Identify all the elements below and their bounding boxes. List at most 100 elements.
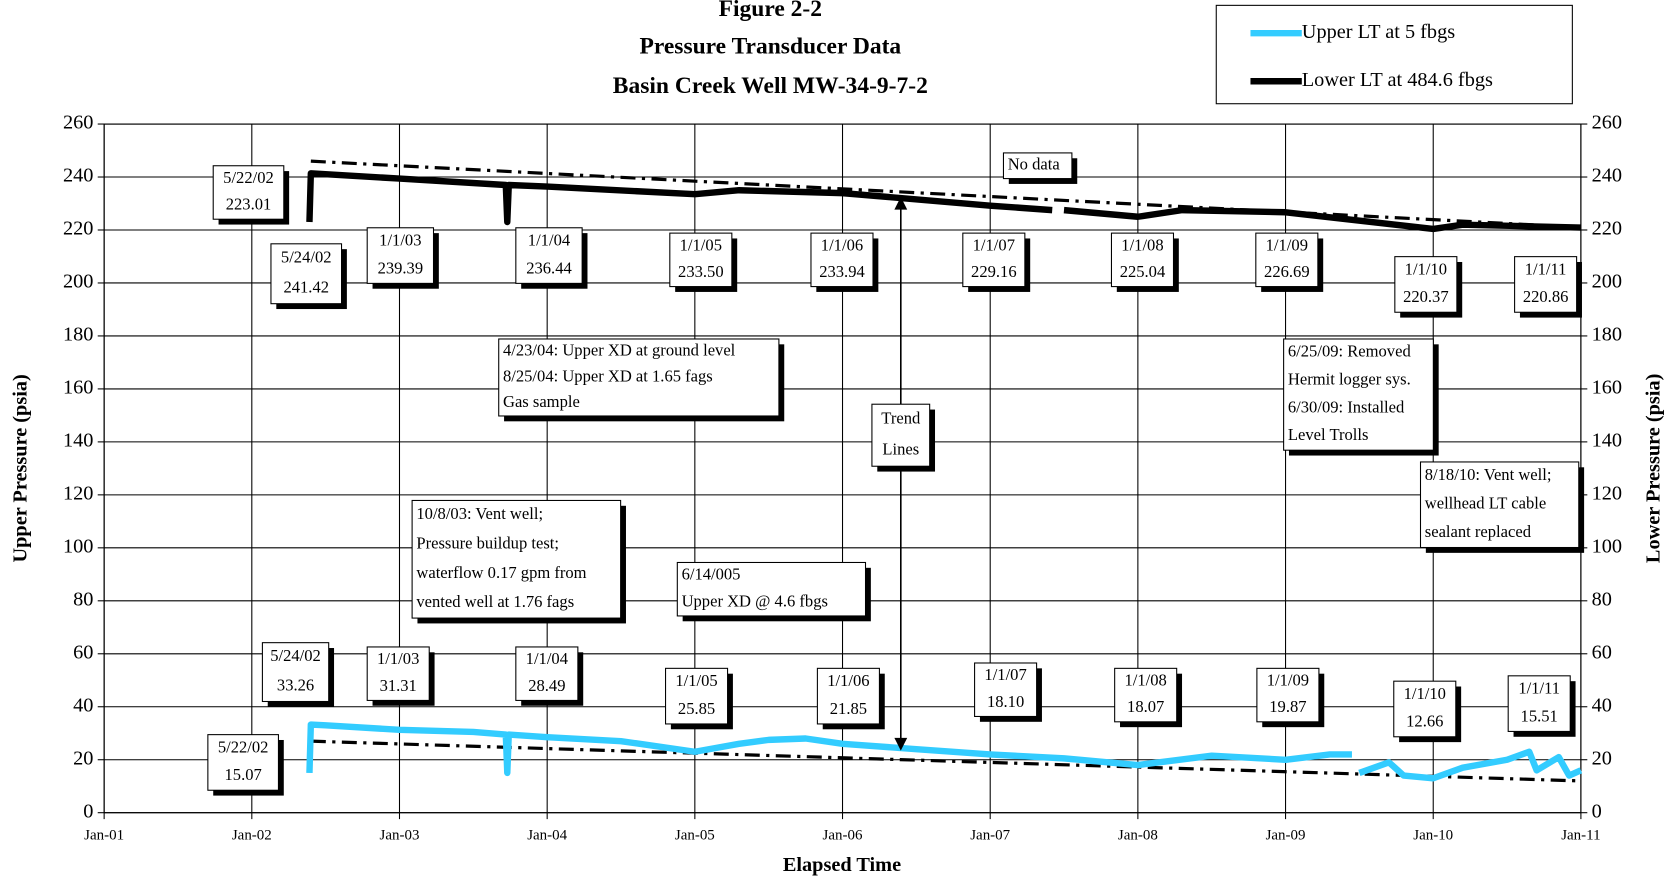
- annotation-box: [1255, 232, 1319, 288]
- y2-tick-label: 0: [1592, 800, 1602, 822]
- arrowhead: [894, 196, 908, 210]
- annotation-text: sealant replaced: [1425, 522, 1532, 541]
- annotation-text: 226.69: [1264, 262, 1310, 281]
- trend-line: [310, 739, 1581, 783]
- trend-line: [310, 159, 1581, 229]
- x-tick-label: Jan-08: [1118, 828, 1158, 844]
- annotation-box: [676, 561, 867, 617]
- annotation-text: 233.50: [678, 262, 724, 281]
- annotation-text: 10/8/03: Vent well;: [416, 504, 543, 523]
- annotation-text: 15.07: [225, 765, 262, 784]
- annotation-text: 12.66: [1406, 712, 1443, 731]
- annotation-text: 18.10: [987, 692, 1024, 711]
- annotation-box: [871, 403, 931, 467]
- annotation-text: 1/1/11: [1518, 679, 1560, 698]
- y-tick-label: 160: [63, 377, 93, 399]
- annotation-box: [207, 734, 279, 791]
- annotation-text: 5/22/02: [218, 737, 269, 756]
- annotation-text: vented well at 1.76 fags: [416, 592, 574, 611]
- y-tick-label: 60: [73, 641, 93, 663]
- annotation-text: 1/1/07: [984, 665, 1026, 684]
- annotation-box: [1393, 680, 1457, 738]
- annotation-text: 220.37: [1403, 287, 1449, 306]
- y-tick-label: 260: [63, 112, 93, 134]
- annotation-text: Lines: [882, 440, 919, 459]
- annotation-box: [974, 662, 1038, 717]
- y2-tick-label: 240: [1592, 165, 1622, 187]
- annotation-text: 1/1/04: [526, 649, 569, 668]
- y2-tick-label: 180: [1592, 324, 1622, 346]
- annotation-text: 241.42: [283, 278, 329, 297]
- y-tick-label: 100: [63, 535, 93, 557]
- annotation-text: 1/1/08: [1121, 235, 1163, 254]
- annotation-box: [1514, 256, 1578, 313]
- annotation-box: [1419, 461, 1580, 549]
- annotation-box: [962, 232, 1026, 288]
- y-tick-label: 40: [73, 694, 93, 716]
- annotation-text: 6/14/005: [682, 565, 741, 584]
- annotation-text: waterflow 0.17 gpm from: [416, 563, 586, 582]
- annotation-text: 239.39: [378, 258, 424, 277]
- annotation-text: Pressure buildup test;: [416, 533, 559, 552]
- x-tick-label: Jan-10: [1413, 828, 1453, 844]
- chart-title: Figure 2-2: [719, 0, 822, 22]
- annotation-text: 1/1/10: [1405, 259, 1447, 278]
- annotation-text: 1/1/04: [528, 230, 571, 249]
- annotation-box: [1256, 667, 1320, 723]
- annotation-box: [816, 667, 880, 725]
- annotation-text: wellhead LT cable: [1425, 494, 1546, 513]
- annotation-text: Trend: [881, 409, 921, 428]
- annotation-text: Upper XD @ 4.6 fbgs: [682, 591, 828, 610]
- annotation-box: [498, 338, 780, 417]
- annotation-text: 19.87: [1269, 697, 1306, 716]
- annotation-box: [1114, 667, 1178, 723]
- annotation-text: 1/1/03: [377, 649, 419, 668]
- annotation-text: 223.01: [226, 195, 272, 214]
- annotation-box: [1283, 338, 1434, 451]
- annotation-text: 6/30/09: Installed: [1288, 397, 1405, 416]
- annotation-text: No data: [1008, 155, 1061, 174]
- annotation-text: 15.51: [1521, 706, 1558, 725]
- x-tick-label: Jan-07: [970, 828, 1010, 844]
- y2-tick-label: 100: [1592, 535, 1622, 557]
- annotation-box: [261, 642, 330, 703]
- annotation-text: 1/1/09: [1267, 671, 1309, 690]
- x-tick-label: Jan-01: [84, 828, 124, 844]
- arrowhead: [894, 737, 908, 751]
- annotation-text: 5/22/02: [223, 168, 274, 187]
- annotation-box: [1002, 152, 1073, 180]
- x-tick-label: Jan-02: [232, 828, 272, 844]
- y2-tick-label: 200: [1592, 271, 1622, 293]
- x-tick-label: Jan-05: [675, 828, 715, 844]
- legend-box: [1215, 4, 1573, 105]
- annotation-box: [411, 499, 622, 619]
- y-tick-label: 220: [63, 218, 93, 240]
- annotation-text: 225.04: [1120, 262, 1166, 281]
- annotation-text: 31.31: [380, 676, 417, 695]
- y-tick-label: 200: [63, 271, 93, 293]
- annotation-box: [1507, 675, 1571, 732]
- y-axis-label: Upper Pressure (psia): [9, 374, 31, 562]
- annotation-text: 1/1/05: [675, 671, 717, 690]
- annotation-box: [270, 243, 343, 305]
- y-tick-label: 240: [63, 165, 93, 187]
- x-tick-label: Jan-11: [1561, 828, 1600, 844]
- annotation-text: 1/1/06: [827, 671, 869, 690]
- y2-tick-label: 60: [1592, 641, 1612, 663]
- y2-tick-label: 220: [1592, 218, 1622, 240]
- annotation-box: [1110, 232, 1175, 288]
- annotation-box: [515, 646, 579, 701]
- y2-tick-label: 20: [1592, 747, 1612, 769]
- annotation-text: 1/1/10: [1404, 684, 1446, 703]
- annotation-text: 8/25/04: Upper XD at 1.65 fags: [503, 366, 713, 385]
- y-tick-label: 20: [73, 747, 93, 769]
- annotation-text: Level Trolls: [1288, 425, 1369, 444]
- annotation-text: 33.26: [277, 676, 314, 695]
- y2-tick-label: 120: [1592, 483, 1622, 505]
- y-tick-label: 80: [73, 588, 93, 610]
- annotation-box: [665, 667, 729, 725]
- annotation-text: 1/1/06: [821, 235, 863, 254]
- annotation-text: Gas sample: [503, 392, 580, 411]
- legend-label: Upper LT at 5 fbgs: [1302, 21, 1455, 43]
